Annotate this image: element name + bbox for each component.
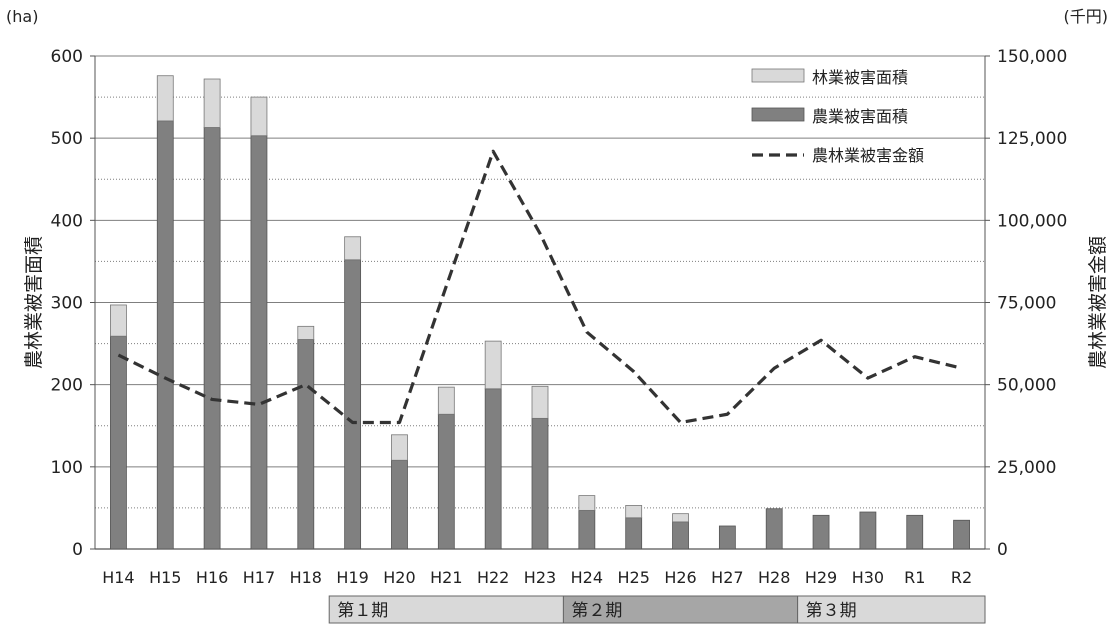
forest-bar [156, 75, 174, 122]
right-tick-label: 0 [997, 540, 1008, 560]
right-tick-label: 150,000 [997, 47, 1067, 67]
right-tick-label: 100,000 [997, 211, 1067, 231]
category-label: H25 [617, 568, 649, 587]
category-label: H26 [664, 568, 696, 587]
forest-bar [625, 505, 643, 519]
right-tick-label: 75,000 [997, 294, 1056, 314]
agri-bar [297, 339, 315, 550]
category-label: H27 [711, 568, 743, 587]
category-label: R1 [904, 568, 925, 587]
left-tick-label: 600 [51, 47, 83, 67]
forest-bar [531, 385, 549, 419]
agri-bar [906, 514, 924, 550]
agri-bar [110, 335, 127, 550]
forest-bar [672, 513, 689, 523]
category-label: H28 [758, 568, 790, 587]
left-tick-label: 100 [51, 458, 83, 478]
category-label: H17 [243, 568, 275, 587]
legend-label: 農林業被害金額 [812, 146, 924, 165]
left-tick-label: 400 [51, 211, 83, 231]
category-label: H15 [149, 568, 181, 587]
agri-bar [859, 511, 877, 550]
agri-bar [391, 459, 408, 550]
agri-bar [344, 259, 362, 550]
category-label: H30 [852, 568, 884, 587]
agri-bar [672, 521, 689, 550]
right-axis-title: 農林業被害金額 [1087, 236, 1109, 369]
period-box [797, 595, 986, 624]
category-label: H24 [571, 568, 603, 587]
agri-bar [718, 525, 736, 550]
legend-swatch-agri [751, 107, 805, 122]
period-label: 第１期 [337, 601, 388, 621]
agri-bar [531, 417, 549, 550]
period-label: 第３期 [806, 601, 857, 621]
category-label: H21 [430, 568, 462, 587]
right-unit-label: (千円) [1064, 7, 1109, 26]
forest-bar [203, 78, 221, 128]
category-label: H18 [290, 568, 322, 587]
agri-bar [203, 127, 221, 550]
left-tick-label: 200 [51, 376, 83, 396]
right-tick-label: 25,000 [997, 458, 1056, 478]
left-tick-label: 300 [51, 294, 83, 314]
forest-bar [578, 495, 596, 511]
period-box [328, 595, 564, 624]
agri-bar [812, 514, 830, 550]
category-label: H22 [477, 568, 509, 587]
category-label: H19 [336, 568, 368, 587]
legend-swatch-forest [751, 68, 805, 83]
agri-bar [250, 135, 268, 550]
category-label: H20 [383, 568, 415, 587]
legend-label: 林業被害面積 [812, 68, 908, 87]
forest-bar [344, 236, 362, 261]
agri-bar [765, 508, 783, 550]
forest-bar [391, 434, 408, 461]
left-unit-label: (ha) [6, 7, 38, 26]
right-tick-label: 125,000 [997, 129, 1067, 149]
category-label: H16 [196, 568, 228, 587]
forest-bar [297, 325, 315, 340]
forest-bar [250, 96, 268, 137]
period-box [562, 595, 799, 624]
agri-bar [578, 509, 596, 550]
agri-bar [437, 413, 455, 550]
agri-bar [156, 120, 174, 550]
forest-bar [484, 340, 502, 390]
left-axis-title: 農林業被害面積 [23, 236, 45, 369]
agri-bar [953, 519, 970, 550]
right-tick-label: 50,000 [997, 376, 1056, 396]
agri-bar [625, 517, 643, 550]
left-tick-label: 0 [72, 540, 83, 560]
agri-bar [484, 388, 502, 550]
damage-amount-line [117, 149, 962, 425]
forest-bar [437, 386, 455, 415]
category-label: H23 [524, 568, 556, 587]
category-label: H29 [805, 568, 837, 587]
category-label: R2 [951, 568, 972, 587]
left-tick-label: 500 [51, 129, 83, 149]
category-label: H14 [102, 568, 134, 587]
period-label: 第２期 [571, 601, 622, 621]
legend-label: 農業被害面積 [812, 107, 908, 126]
forest-bar [110, 304, 127, 337]
